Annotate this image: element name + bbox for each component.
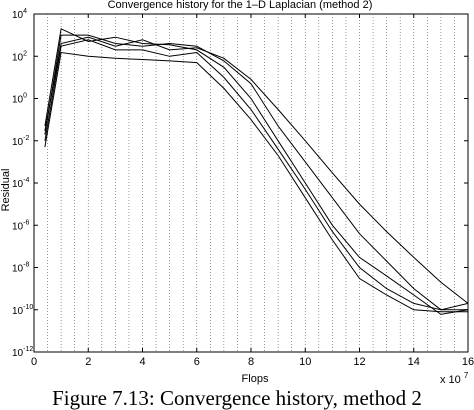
y-tick-label: 10-12: [12, 346, 33, 359]
y-tick-label: 104: [12, 8, 27, 21]
x-tick-label: 8: [248, 356, 254, 368]
y-tick-label: 10-6: [12, 219, 29, 232]
x-axis-multiplier-base: x 10: [440, 374, 461, 386]
x-tick-label: 14: [408, 356, 420, 368]
x-tick-label: 12: [353, 356, 365, 368]
figure-caption: Figure 7.13: Convergence history, method…: [52, 386, 422, 410]
x-axis-label: Flops: [242, 373, 269, 385]
series-line-5: [44, 51, 468, 313]
x-tick-label: 0: [31, 356, 37, 368]
y-tick-label: 10-8: [12, 262, 29, 275]
grid-layer: [47, 14, 455, 352]
y-tick-label: 10-10: [12, 304, 33, 317]
y-tick-label: 102: [12, 50, 27, 63]
x-tick-label: 4: [139, 356, 145, 368]
x-tick-label: 10: [299, 356, 311, 368]
y-tick-label: 10-2: [12, 135, 29, 148]
y-tick-label: 100: [12, 93, 27, 106]
axes-layer: 0 2 4 6 8 10 12 14 16 10-12 10-10 10-8 10-6 10-4 10-2 1…: [12, 8, 474, 368]
x-tick-label: 6: [194, 356, 200, 368]
series-line-1: [44, 28, 469, 315]
chart-title: Convergence history for the 1–D Laplacia…: [108, 0, 373, 11]
x-tick-label: 16: [462, 356, 474, 368]
series-layer: [44, 28, 469, 315]
series-line-2: [44, 39, 468, 311]
y-tick-label: 10-4: [12, 177, 29, 190]
x-axis-multiplier-exponent: 7: [464, 371, 469, 380]
y-axis-label: Residual: [0, 169, 12, 212]
series-line-3: [44, 34, 469, 311]
x-tick-label: 2: [85, 356, 91, 368]
x-axis-multiplier: x 10 7: [440, 371, 469, 386]
series-line-4: [44, 36, 469, 304]
